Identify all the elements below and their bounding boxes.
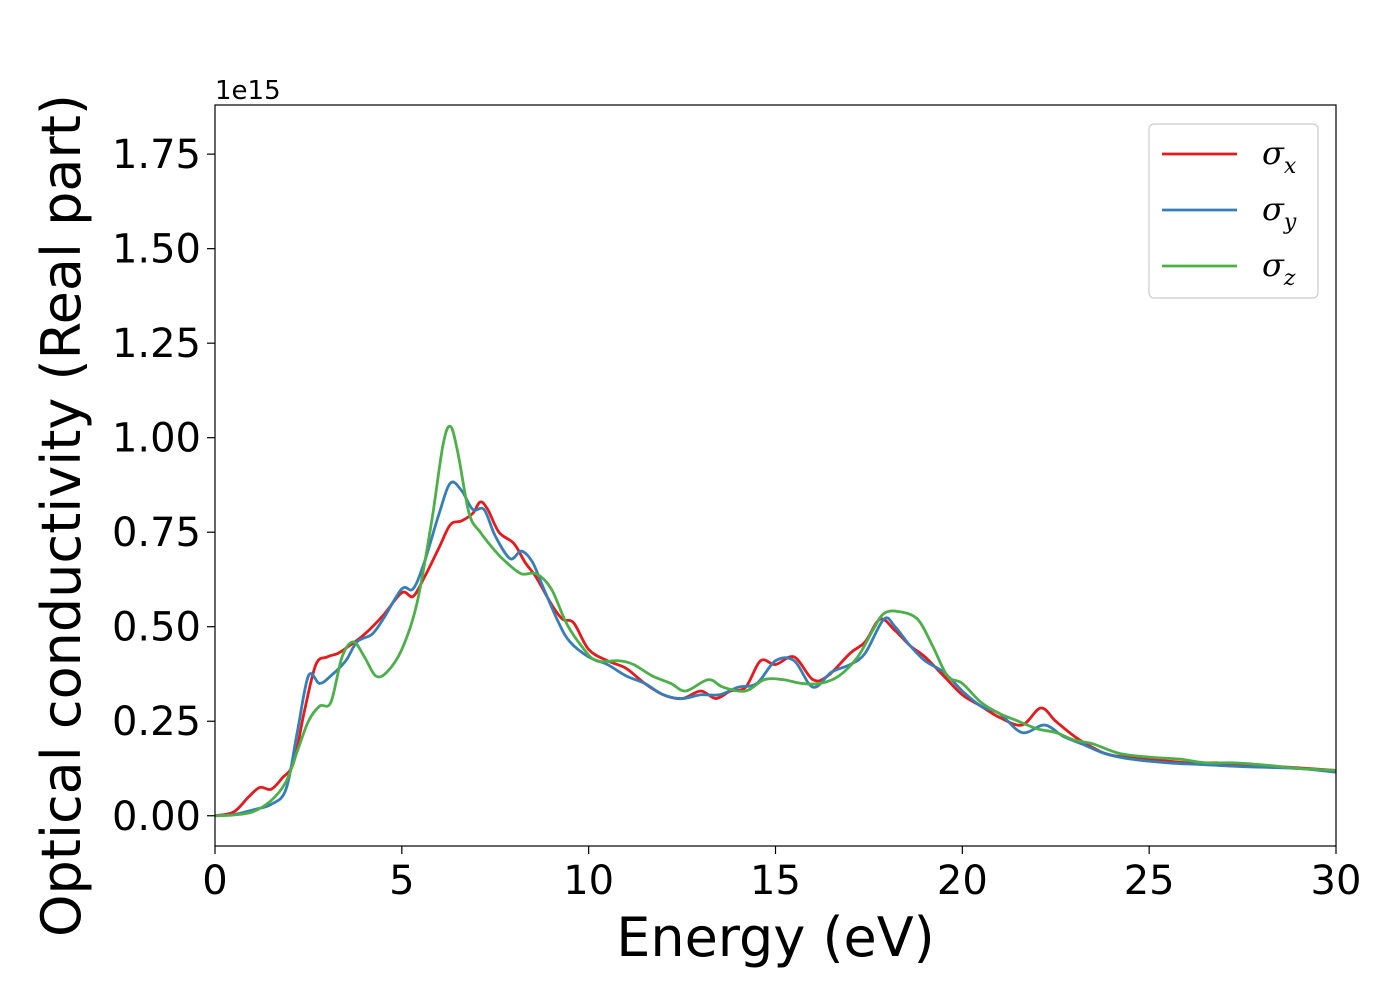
legend-label-sigma-z: σz [1262, 246, 1296, 291]
y-tick-label: 1.50 [112, 227, 201, 273]
x-tick-label: 20 [937, 858, 988, 904]
y-offset-label: 1e15 [215, 76, 281, 106]
y-tick-label: 0.50 [112, 605, 201, 651]
x-tick-label: 10 [563, 858, 614, 904]
legend-subscript: y [1283, 210, 1297, 235]
series-layer [215, 424, 1336, 818]
y-tick-label: 0.00 [112, 794, 201, 840]
x-tick-label: 15 [750, 858, 801, 904]
y-tick-label: 1.75 [112, 132, 201, 178]
x-tick-label: 0 [202, 858, 227, 904]
legend-symbol: σ [1262, 134, 1285, 172]
legend-symbol: σ [1262, 190, 1285, 228]
x-tick-label: 30 [1311, 858, 1362, 904]
legend-subscript: z [1283, 266, 1296, 291]
series-line-sigma-y [215, 480, 1336, 818]
legend-label-sigma-y: σy [1262, 190, 1297, 235]
x-tick-label: 5 [389, 858, 414, 904]
y-tick-label: 0.75 [112, 510, 201, 556]
x-axis-ticks: 0 5 10 15 20 25 30 [202, 846, 1361, 904]
series-line-sigma-z [215, 424, 1336, 818]
legend-label-sigma-x: σx [1262, 134, 1297, 179]
y-tick-label: 0.25 [112, 699, 201, 745]
y-tick-label: 1.00 [112, 416, 201, 462]
legend-symbol: σ [1262, 246, 1285, 284]
x-axis-title: Energy (eV) [616, 906, 935, 969]
y-tick-label: 1.25 [112, 321, 201, 367]
x-tick-label: 25 [1124, 858, 1175, 904]
y-axis-title: Optical conductivity (Real part) [30, 94, 93, 937]
legend-subscript: x [1284, 154, 1297, 179]
y-axis-ticks: 0.00 0.25 0.50 0.75 1.00 1.25 1.50 1.75 [112, 132, 215, 840]
